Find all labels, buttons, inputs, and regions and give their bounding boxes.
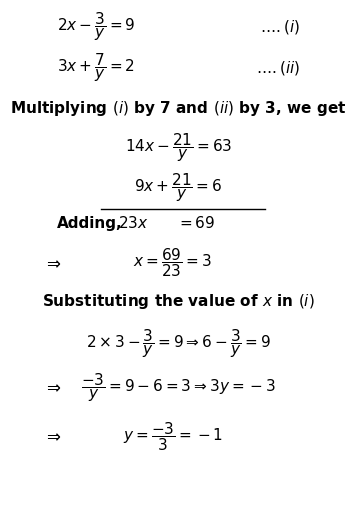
Text: $\ldots.(ii)$: $\ldots.(ii)$ (256, 59, 300, 76)
Text: $23x \quad\quad = 69$: $23x \quad\quad = 69$ (119, 216, 216, 232)
Text: $9x + \dfrac{21}{y} = 6$: $9x + \dfrac{21}{y} = 6$ (134, 171, 223, 204)
Text: Multiplying $(i)$ by 7 and $(ii)$ by 3, we get: Multiplying $(i)$ by 7 and $(ii)$ by 3, … (10, 99, 347, 118)
Text: Adding,: Adding, (57, 216, 123, 231)
Text: Substituting the value of $x$ in $(i)$: Substituting the value of $x$ in $(i)$ (42, 292, 315, 311)
Text: $\Rightarrow$: $\Rightarrow$ (43, 378, 61, 396)
Text: $x = \dfrac{69}{23} = 3$: $x = \dfrac{69}{23} = 3$ (134, 247, 212, 280)
Text: $\Rightarrow$: $\Rightarrow$ (43, 428, 61, 446)
Text: $2x - \dfrac{3}{y} = 9$: $2x - \dfrac{3}{y} = 9$ (57, 11, 136, 43)
Text: $\ldots.(i)$: $\ldots.(i)$ (260, 18, 300, 36)
Text: $\dfrac{-3}{y} = 9 - 6 = 3 \Rightarrow 3y = -3$: $\dfrac{-3}{y} = 9 - 6 = 3 \Rightarrow 3… (81, 371, 276, 404)
Text: $2 \times 3 - \dfrac{3}{y} = 9 \Rightarrow 6 - \dfrac{3}{y} = 9$: $2 \times 3 - \dfrac{3}{y} = 9 \Rightarr… (86, 327, 271, 360)
Text: $\Rightarrow$: $\Rightarrow$ (43, 254, 61, 272)
Text: $3x + \dfrac{7}{y} = 2$: $3x + \dfrac{7}{y} = 2$ (57, 51, 135, 84)
Text: $y = \dfrac{-3}{3} = -1$: $y = \dfrac{-3}{3} = -1$ (122, 421, 223, 453)
Text: $14x - \dfrac{21}{y} = 63$: $14x - \dfrac{21}{y} = 63$ (125, 131, 232, 164)
